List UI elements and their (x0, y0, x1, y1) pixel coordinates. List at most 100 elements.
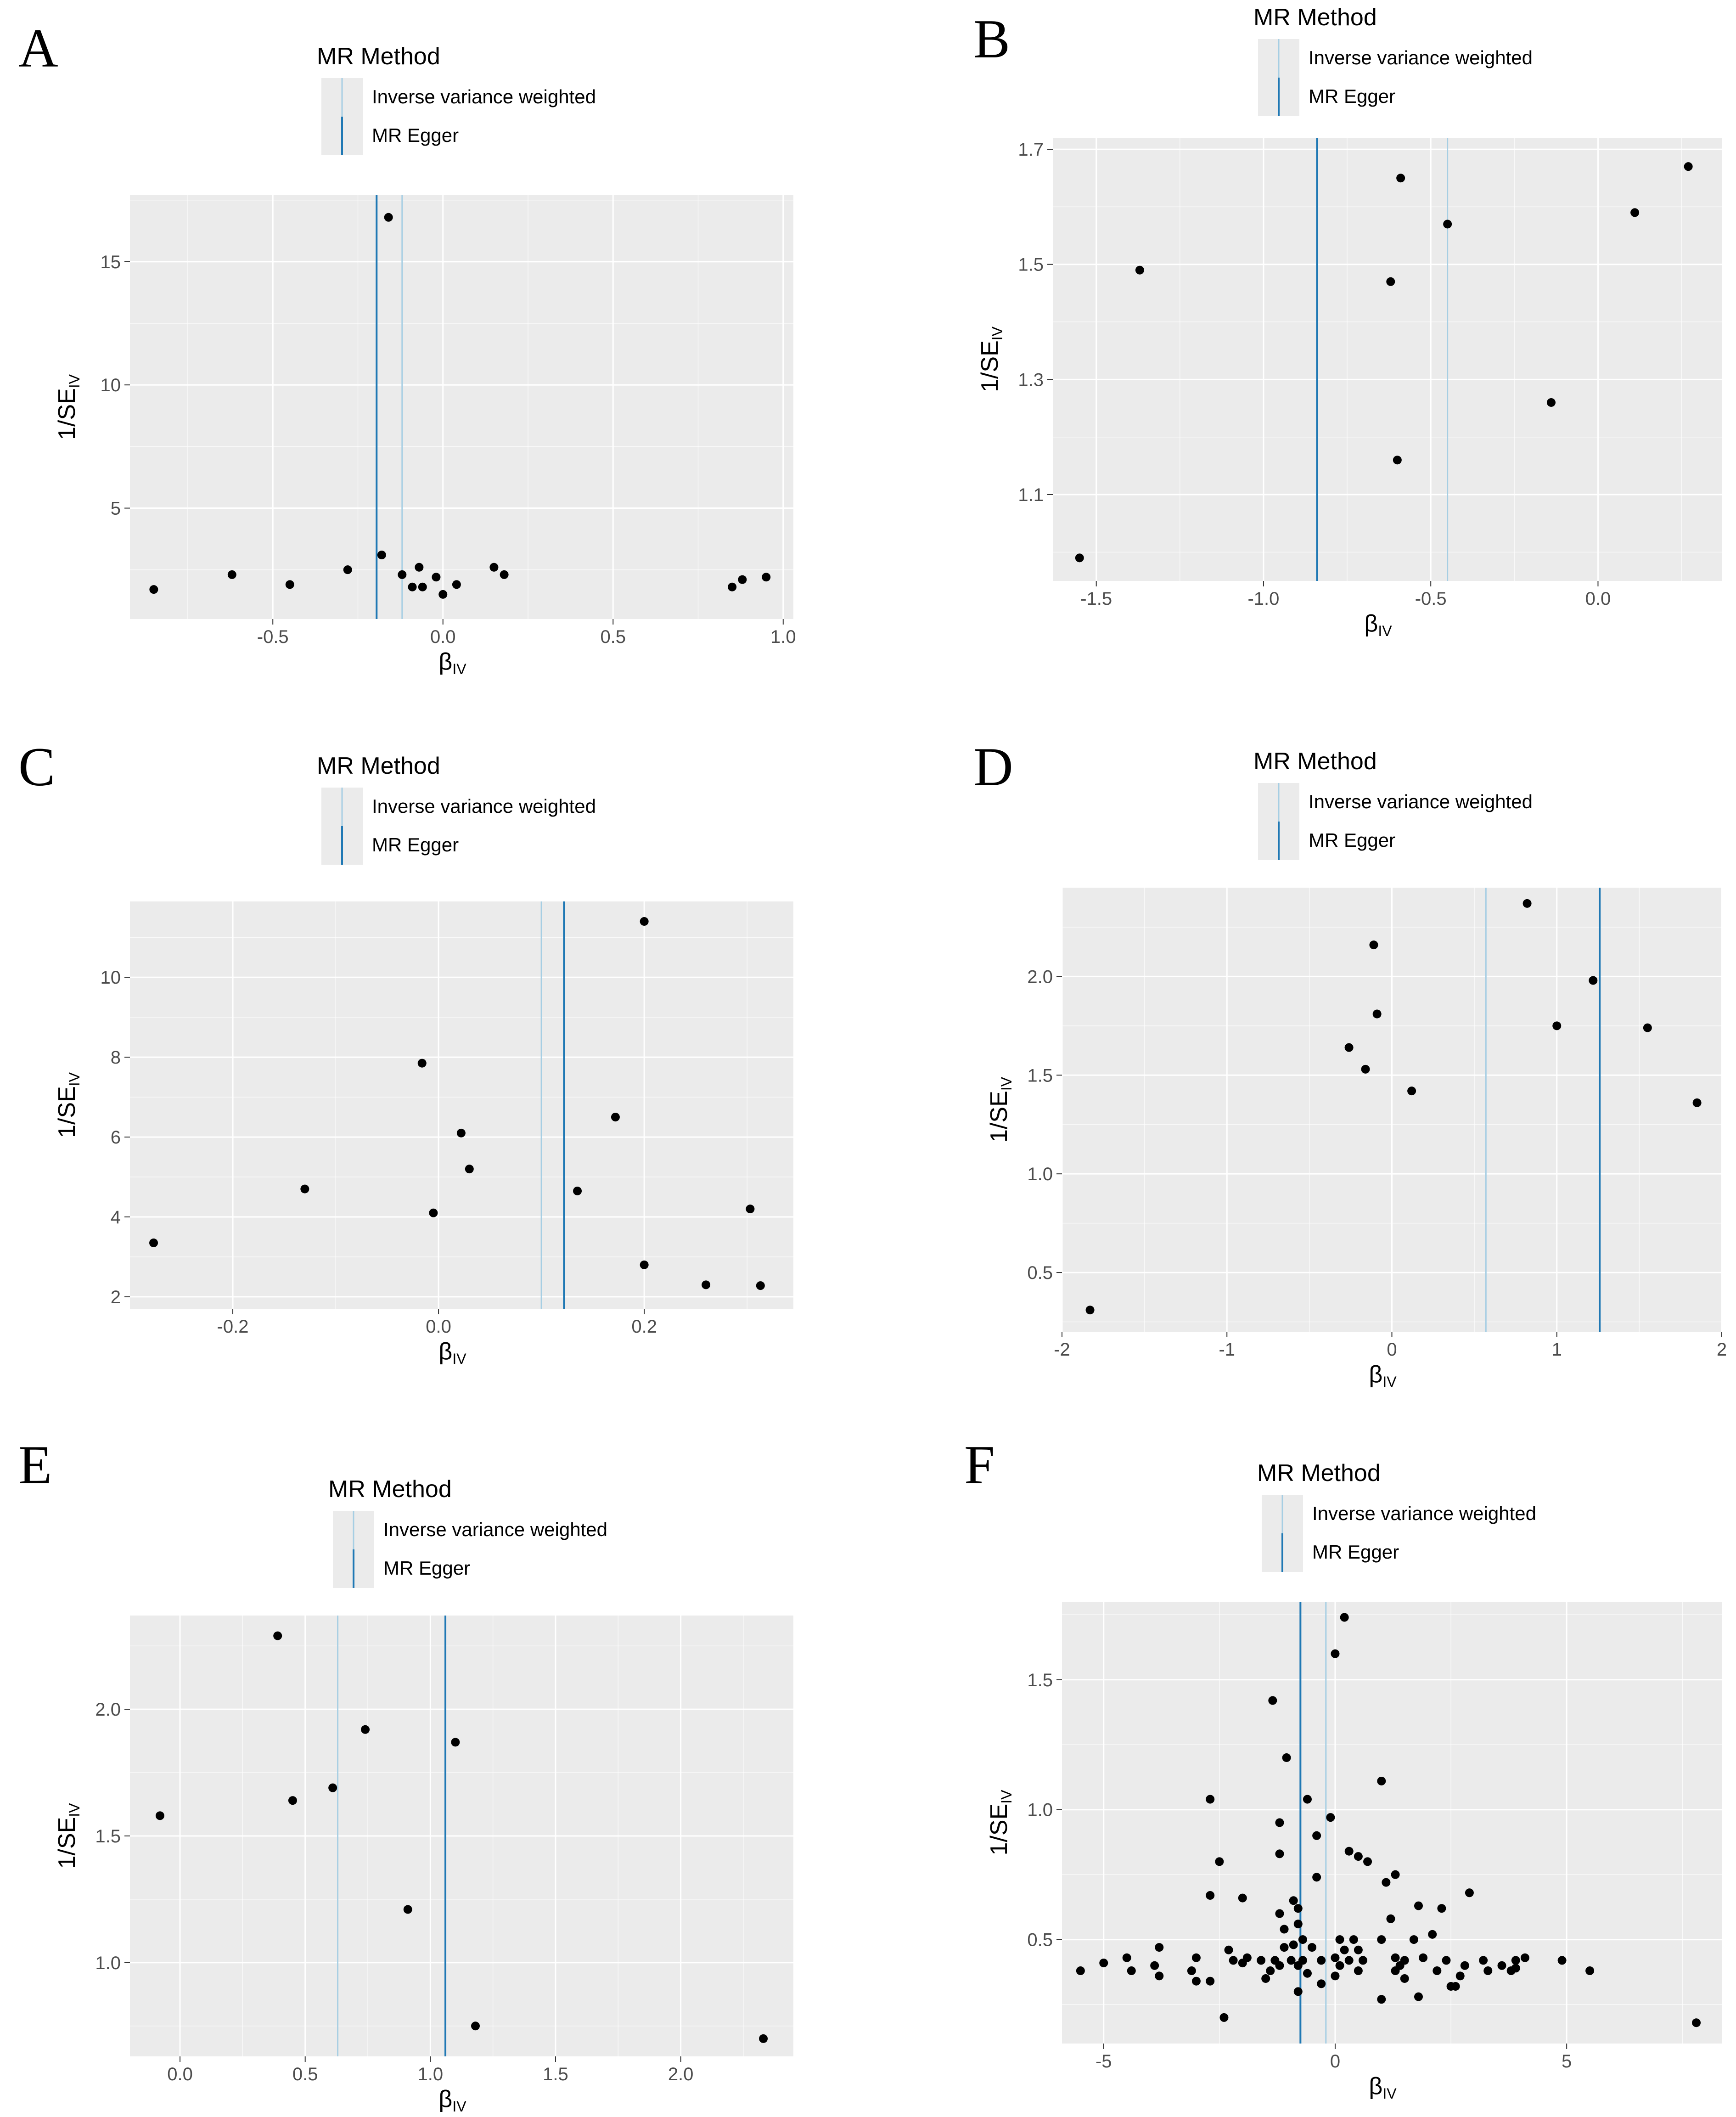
data-point (384, 213, 393, 222)
data-point (432, 573, 441, 582)
data-point (1372, 1009, 1382, 1019)
data-point (1275, 1818, 1284, 1827)
data-point (1344, 1847, 1354, 1856)
data-point (1289, 1940, 1298, 1949)
x-tick-label: -1.0 (1247, 589, 1279, 609)
data-point (1483, 1966, 1493, 1976)
panel-d: D MR Method Inverse variance weighted MR Eg… (973, 736, 1727, 1390)
data-point (1511, 1956, 1520, 1965)
y-tick-label: 1.3 (1018, 370, 1044, 390)
x-axis-title: βIV (1369, 1361, 1397, 1390)
data-point (1150, 1961, 1159, 1970)
x-tick-label: -0.5 (1415, 589, 1447, 609)
y-axis-title: 1/SEIV (986, 1076, 1015, 1143)
y-tick-label: 2 (111, 1287, 121, 1307)
legend-label-ivw: Inverse variance weighted (1312, 1503, 1536, 1524)
data-point (1443, 220, 1452, 229)
y-axis-title-sub: IV (66, 1072, 83, 1086)
data-point (1135, 265, 1144, 275)
data-point (343, 565, 352, 574)
data-point (1497, 1961, 1506, 1970)
data-point (1229, 1956, 1238, 1965)
x-axis-title-sub: IV (452, 661, 466, 677)
panel-c: C MR Method Inverse variance weighted MR Eg… (18, 736, 793, 1367)
data-point (1206, 1891, 1215, 1900)
data-point (1340, 1613, 1349, 1622)
data-point (1266, 1966, 1275, 1976)
data-point (1191, 1953, 1201, 1962)
legend-title: MR Method (317, 753, 440, 779)
data-point (451, 1738, 460, 1747)
data-point (227, 570, 236, 579)
data-point (429, 1208, 438, 1217)
data-point (1076, 1966, 1085, 1976)
data-point (1215, 1857, 1224, 1866)
y-axis-title-main: 1/SE (977, 340, 1003, 392)
y-axis-title-sub: IV (998, 1790, 1015, 1804)
points (1085, 899, 1702, 1315)
data-point (1075, 553, 1084, 563)
data-point (1280, 1943, 1289, 1952)
points (155, 1631, 768, 2043)
data-point (1437, 1904, 1446, 1913)
panel-b: B MR Method Inverse variance weighted MR Eg… (973, 4, 1722, 639)
legend-label-ivw: Inverse variance weighted (1309, 791, 1533, 812)
data-point (408, 582, 417, 591)
legend-b: MR Method Inverse variance weighted MR Egg… (1253, 4, 1533, 116)
data-point (398, 570, 407, 579)
data-point (1386, 277, 1395, 286)
x-axis-title-sub: IV (452, 2098, 466, 2115)
data-point (1523, 899, 1532, 908)
x-axis-title-sub: IV (1382, 2085, 1397, 2102)
data-point (1099, 1959, 1108, 1968)
legend-e: MR Method Inverse variance weighted MR Egg… (328, 1476, 607, 1588)
y-axis-title-main: 1/SE (54, 388, 80, 440)
y-axis-title-main: 1/SE (986, 1091, 1012, 1143)
data-point (1187, 1966, 1196, 1976)
data-point (1344, 1043, 1354, 1052)
y-tick-label: 10 (101, 375, 121, 395)
data-point (1335, 1961, 1344, 1970)
x-axis-title: βIV (1364, 610, 1392, 639)
data-point (1257, 1956, 1266, 1965)
x-tick-label: 1.0 (770, 627, 796, 647)
data-point (361, 1725, 370, 1734)
data-point (500, 570, 509, 579)
data-point (1428, 1930, 1437, 1939)
data-point (471, 2021, 480, 2031)
x-axis-title: βIV (438, 648, 466, 677)
data-point (1400, 1974, 1409, 1983)
data-point (1298, 1935, 1307, 1944)
data-point (1349, 1935, 1358, 1944)
data-point (1293, 1904, 1303, 1913)
y-axis-title-sub: IV (989, 326, 1006, 340)
data-point (285, 580, 294, 589)
data-point (1460, 1961, 1469, 1970)
data-point (1382, 1878, 1391, 1887)
data-point (1275, 1849, 1284, 1858)
panel-letter-b: B (973, 8, 1010, 69)
y-tick-label: 1.7 (1018, 140, 1044, 160)
data-point (456, 1128, 466, 1137)
x-tick-label: 0.0 (426, 1317, 451, 1337)
gridlines (1062, 1602, 1722, 2044)
data-point (1282, 1753, 1291, 1762)
panel-letter-d: D (973, 736, 1013, 797)
legend-label-egger: MR Egger (383, 1557, 470, 1579)
data-point (155, 1811, 164, 1820)
data-point (1280, 1925, 1289, 1934)
data-point (149, 585, 158, 594)
data-point (1358, 1956, 1367, 1965)
y-tick-label: 4 (111, 1207, 121, 1227)
data-point (1369, 940, 1378, 950)
x-axis-title-sub: IV (1382, 1374, 1397, 1390)
data-point (1407, 1087, 1416, 1096)
y-tick-label: 6 (111, 1127, 121, 1148)
x-axis-title-main: β (1369, 1361, 1382, 1388)
y-tick-label: 10 (101, 968, 121, 988)
data-point (728, 582, 737, 591)
data-point (1414, 1992, 1423, 2001)
data-point (1331, 1953, 1340, 1962)
x-axis-title-main: β (438, 648, 452, 675)
data-point (1127, 1966, 1136, 1976)
